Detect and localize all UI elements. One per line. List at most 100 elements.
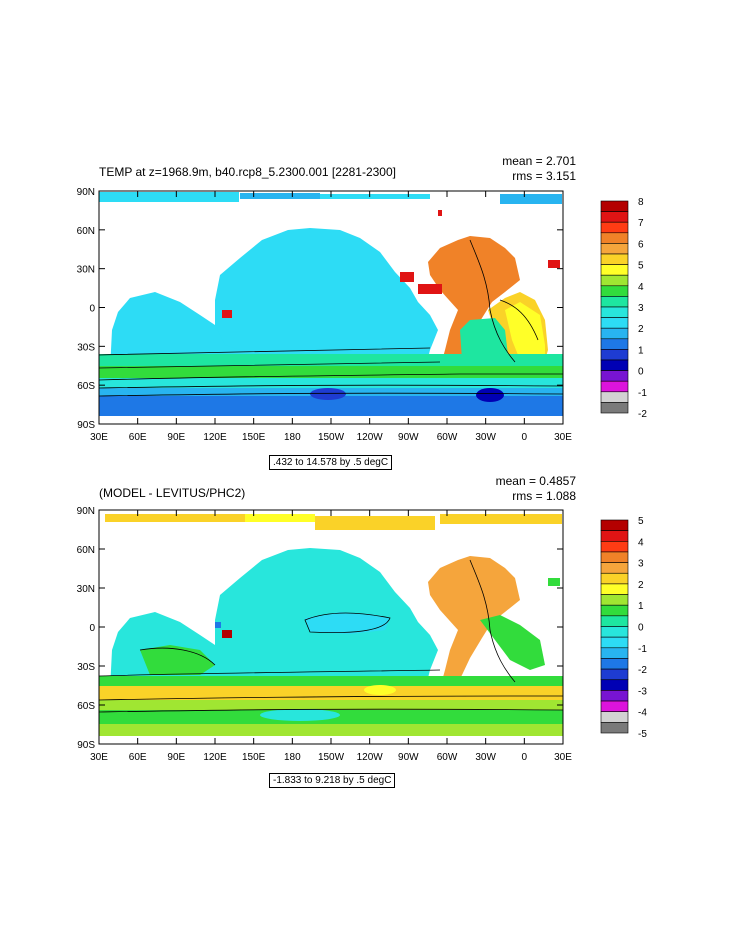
warm-patch <box>400 272 414 282</box>
colorbar-label: -1 <box>638 644 647 655</box>
southern-band-lightgreen <box>99 724 563 736</box>
colorbar-swatch <box>600 317 629 329</box>
colorbar-swatch <box>600 200 629 212</box>
ocean-arctic-band <box>105 514 245 522</box>
warm-patch <box>222 630 232 638</box>
colorbar-label: 6 <box>638 239 644 250</box>
colorbar-label: 3 <box>638 559 644 570</box>
x-tick-label: 60E <box>129 432 147 443</box>
ocean-arctic-band <box>440 514 562 524</box>
colorbar-swatch <box>600 221 629 234</box>
colorbar-label: 8 <box>638 197 644 208</box>
y-tick-label: 30N <box>77 584 95 595</box>
colorbar-label: 5 <box>638 261 644 272</box>
x-tick-label: 0 <box>522 752 528 763</box>
rms-value: rms = 1.088 <box>512 489 576 503</box>
warm-patch <box>548 260 560 268</box>
colorbar-label: -2 <box>638 665 647 676</box>
x-tick-label: 0 <box>522 432 528 443</box>
southern-band-green <box>99 366 563 378</box>
x-tick-label: 150W <box>318 752 345 763</box>
pacific-ocean <box>215 228 438 370</box>
colorbar-swatch <box>600 722 629 734</box>
y-tick-label: 30N <box>77 265 95 276</box>
colorbar-label: -2 <box>638 409 647 420</box>
y-tick-label: 30S <box>77 342 95 353</box>
y-tick-label: 60N <box>77 226 95 237</box>
southern-band-blue <box>99 396 563 416</box>
southern-band-cyan <box>99 378 563 388</box>
contour-line <box>469 239 516 363</box>
colorbar-swatch <box>600 327 629 340</box>
colorbar-label: 0 <box>638 623 644 634</box>
colorbar-swatch <box>600 211 629 223</box>
colorbar-swatch <box>600 700 629 713</box>
colorbar-swatch <box>600 572 629 585</box>
colorbar-swatch <box>600 402 629 414</box>
panel-title: TEMP at z=1968.9m, b40.rcp8_5.2300.001 [… <box>99 165 396 179</box>
colorbar-swatch <box>600 562 629 574</box>
southern-band-yellow <box>99 686 563 700</box>
x-tick-label: 150W <box>318 432 345 443</box>
contour-line <box>499 299 539 341</box>
deep-blue-patch <box>476 388 504 402</box>
colorbar-swatch <box>600 540 629 553</box>
pacific-cold-patch <box>305 612 390 634</box>
x-tick-label: 90E <box>167 752 185 763</box>
x-tick-label: 30W <box>475 432 496 443</box>
rms-value: rms = 3.151 <box>512 169 576 183</box>
colorbar-swatch <box>600 604 629 617</box>
colorbar-swatch <box>600 243 629 255</box>
colorbar-swatch <box>600 551 629 563</box>
atlantic-ocean-warm <box>428 556 520 688</box>
y-tick-label: 90S <box>77 740 95 751</box>
x-tick-label: 90E <box>167 432 185 443</box>
colorbar-swatch <box>600 583 629 595</box>
indian-ocean <box>110 292 255 370</box>
x-tick-label: 120E <box>203 752 227 763</box>
atlantic-south-yellow <box>505 302 545 360</box>
colorbar-swatch <box>600 253 629 265</box>
southern-band-green <box>99 676 563 686</box>
contour-line <box>99 384 563 389</box>
warm-patch <box>222 310 232 318</box>
y-tick-label: 90N <box>77 506 95 517</box>
contour-line <box>99 695 563 701</box>
x-tick-label: 30E <box>90 752 108 763</box>
indian-green-patch <box>140 645 215 675</box>
contour-line <box>99 373 563 381</box>
temp-map-plot: 30E 60E 90E 120E 150E 180 150W 120W 90W 60W 30W 0 30… <box>77 187 648 443</box>
colorbar-swatch <box>600 380 629 393</box>
colorbar-swatch <box>600 690 629 702</box>
colorbar-swatch <box>600 615 629 627</box>
x-tick-label: 120W <box>357 752 384 763</box>
colorbar-swatch <box>600 338 629 350</box>
difference-field <box>99 514 563 744</box>
colorbar-swatch <box>600 296 629 308</box>
colorbar-label: -4 <box>638 708 647 719</box>
contour-line <box>99 669 441 677</box>
ocean-arctic-band <box>500 194 562 204</box>
deep-blue-patch <box>310 388 346 400</box>
colorbar-swatch <box>600 679 629 691</box>
contour-info-box: .432 to 14.578 by .5 degC <box>269 455 393 470</box>
x-tick-label: 150E <box>242 752 266 763</box>
colorbar-swatch <box>600 359 629 371</box>
y-tick-label: 0 <box>89 623 95 634</box>
southern-band-lightgreen <box>99 700 563 710</box>
ocean-arctic-band <box>245 514 315 522</box>
colorbar-label: 0 <box>638 367 644 378</box>
contour-line <box>139 647 216 666</box>
warm-patch <box>418 284 442 294</box>
contour-line <box>304 612 391 634</box>
colorbar-swatch <box>600 306 629 318</box>
warm-patch <box>364 685 396 695</box>
x-tick-label: 30W <box>475 752 496 763</box>
colorbar-swatch <box>600 636 629 649</box>
mean-value: mean = 0.4857 <box>495 474 576 488</box>
colorbar-swatch <box>600 349 629 361</box>
colorbar-swatch <box>600 668 629 681</box>
contour-line <box>99 392 563 397</box>
green-patch <box>548 578 560 586</box>
y-tick-label: 30S <box>77 662 95 673</box>
